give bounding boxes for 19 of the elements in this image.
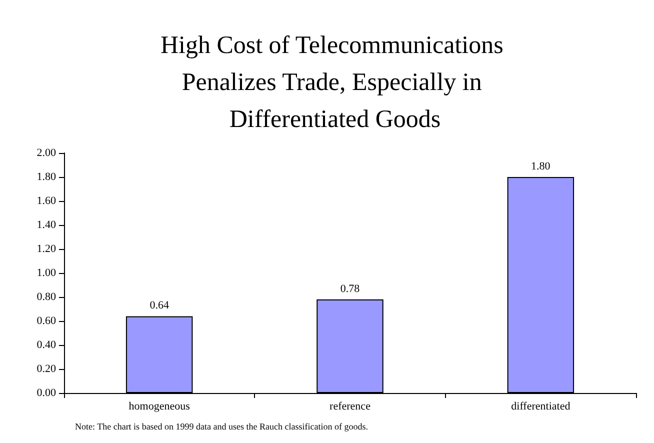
x-tick-label: reference: [330, 400, 371, 412]
y-tick-label: 1.40: [36, 219, 56, 231]
chart-title: High Cost of Telecommunications Penalizes Trade, Especially in Differentiated Goods: [160, 32, 510, 133]
y-tick-label: 0.40: [36, 339, 56, 351]
text: Note: The chart is based on 1999 data and uses the Rauch classification of goods.: [75, 422, 368, 432]
y-tick-label: 0.80: [36, 291, 56, 303]
y-tick-label: 0.00: [36, 387, 56, 399]
data-label: 0.64: [150, 300, 170, 312]
data-label: 0.78: [340, 282, 360, 295]
y-tick-label: 1.00: [36, 267, 56, 279]
y-tick-label: 1.20: [36, 243, 56, 255]
x-tick-label: differentiated: [511, 400, 571, 412]
y-tick-label: 0.20: [36, 363, 56, 375]
x-tick-label: homogeneous: [128, 400, 190, 412]
data-label: 1.80: [531, 160, 551, 172]
y-tick-label: 1.80: [36, 171, 56, 183]
y-tick-label: 0.60: [36, 315, 56, 327]
y-tick-label: 2.00: [36, 147, 56, 159]
y-tick-label: 1.60: [36, 195, 56, 207]
